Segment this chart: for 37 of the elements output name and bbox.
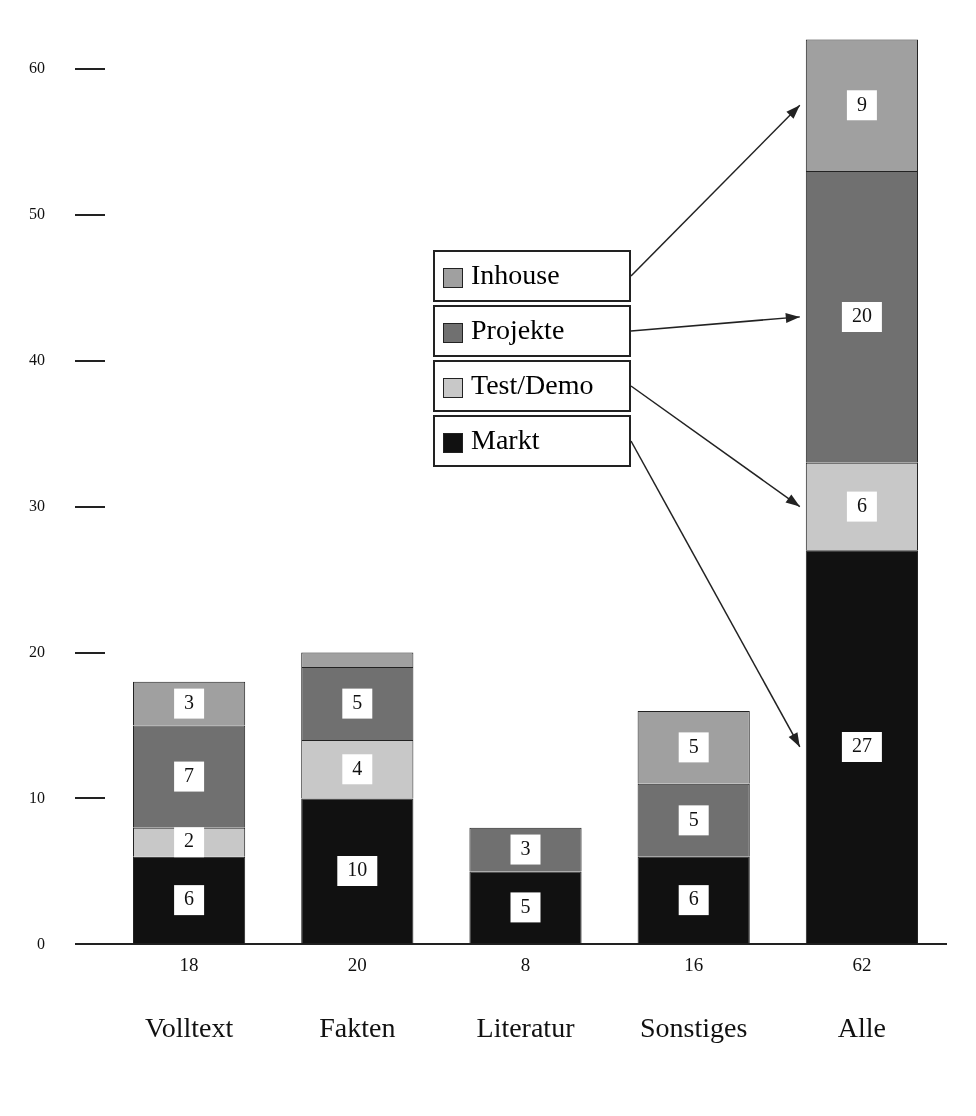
data-label: 6 <box>184 887 195 910</box>
x-tick-label: Alle <box>837 1011 887 1043</box>
data-label: 2 <box>184 829 195 852</box>
data-label: 7 <box>184 763 195 786</box>
x-tick-label: Literatur <box>476 1011 576 1043</box>
data-label: 10 <box>347 858 368 881</box>
data-label: 3 <box>184 690 195 713</box>
data-label: 27 <box>851 734 872 757</box>
y-tick-label: 10 <box>29 788 45 806</box>
data-label: 5 <box>352 690 363 713</box>
data-label: 6 <box>856 493 867 516</box>
y-tick-label: 0 <box>37 934 45 952</box>
data-label: 5 <box>688 734 699 757</box>
data-label: 4 <box>352 756 363 779</box>
y-tick-label: 20 <box>29 642 45 660</box>
total-label: 8 <box>520 954 531 976</box>
data-label: 5 <box>520 894 531 917</box>
data-label: 9 <box>856 92 867 115</box>
total-label: 16 <box>684 954 704 976</box>
legend-label: Markt <box>471 424 540 455</box>
data-label: 5 <box>688 807 699 830</box>
y-tick-label: 60 <box>29 58 45 76</box>
total-label: 62 <box>852 954 872 976</box>
legend-label: Test/Demo <box>471 369 594 400</box>
data-label: 6 <box>688 887 699 910</box>
legend-label: Projekte <box>471 314 565 345</box>
legend-label: Inhouse <box>471 259 560 290</box>
data-label: 3 <box>520 836 531 859</box>
x-tick-label: Sonstiges <box>640 1011 748 1043</box>
y-tick-label: 40 <box>29 350 45 368</box>
x-tick-label: Fakten <box>319 1011 396 1043</box>
total-label: 20 <box>347 954 367 976</box>
data-label: 20 <box>851 304 872 327</box>
x-tick-label: Volltext <box>145 1011 234 1043</box>
y-tick-label: 50 <box>29 204 45 222</box>
y-tick-label: 30 <box>29 496 45 514</box>
total-label: 18 <box>179 954 199 976</box>
